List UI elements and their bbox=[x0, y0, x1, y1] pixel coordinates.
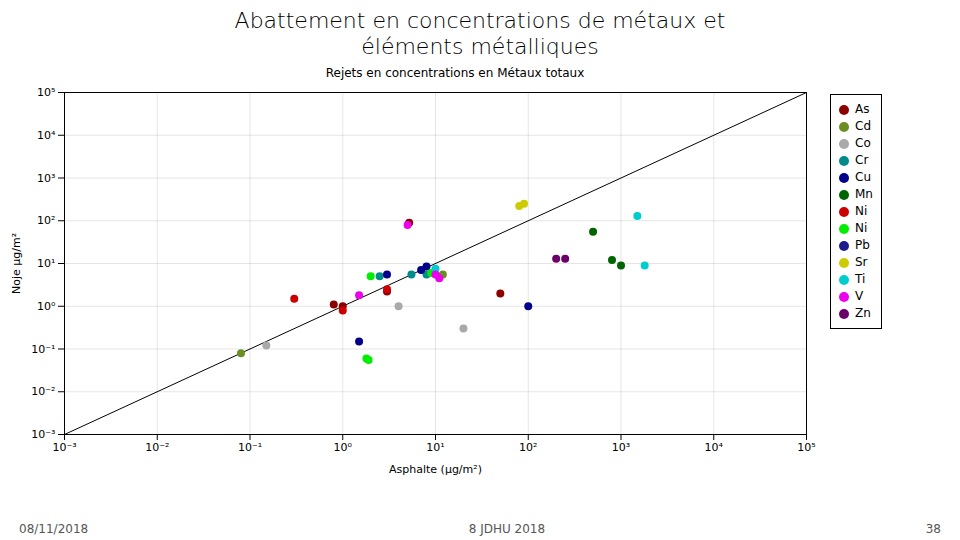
html-text:08/11/2018: 08/11/2018 bbox=[19, 522, 89, 536]
svg-text:10⁻¹: 10⁻¹ bbox=[238, 441, 262, 454]
html-text:Co: Co bbox=[855, 136, 871, 150]
svg-text:10²: 10² bbox=[519, 441, 537, 454]
html-text:38: 38 bbox=[925, 522, 941, 536]
svg-text:10⁻³: 10⁻³ bbox=[31, 428, 55, 441]
html-text:éléments métalliques: éléments métalliques bbox=[361, 34, 599, 59]
html-text:Cu: Cu bbox=[855, 170, 871, 184]
html-text:8 JDHU 2018: 8 JDHU 2018 bbox=[468, 522, 546, 536]
svg-text:10⁰: 10⁰ bbox=[334, 441, 353, 454]
html-text:Pb: Pb bbox=[855, 238, 870, 252]
svg-text:10⁴: 10⁴ bbox=[37, 129, 56, 142]
html-text:Cr: Cr bbox=[855, 153, 869, 167]
svg-text:10⁵: 10⁵ bbox=[37, 86, 55, 99]
svg-text:10⁴: 10⁴ bbox=[705, 441, 724, 454]
svg-text:10¹: 10¹ bbox=[426, 441, 444, 454]
svg-text:10³: 10³ bbox=[612, 441, 630, 454]
html-text:As: As bbox=[855, 102, 870, 116]
svg-text:10⁻²: 10⁻² bbox=[145, 441, 169, 454]
svg-text:10²: 10² bbox=[37, 214, 55, 227]
svg-text:10¹: 10¹ bbox=[37, 257, 55, 270]
html-text:Mn: Mn bbox=[855, 187, 873, 201]
html-text:Zn: Zn bbox=[855, 306, 871, 320]
html-text:Sr: Sr bbox=[855, 255, 868, 269]
html-text:Ni: Ni bbox=[855, 221, 868, 235]
svg-text:10⁻³: 10⁻³ bbox=[52, 441, 76, 454]
html-text:Ni: Ni bbox=[855, 204, 868, 218]
svg-text:10⁰: 10⁰ bbox=[37, 300, 56, 313]
html-text:Ti: Ti bbox=[855, 272, 866, 286]
svg-text:10⁻²: 10⁻² bbox=[31, 385, 55, 398]
html-text:Cd: Cd bbox=[855, 119, 871, 133]
svg-text:Asphalte (µg/m²): Asphalte (µg/m²) bbox=[389, 463, 482, 476]
html-text:V: V bbox=[855, 289, 864, 303]
svg-text:10³: 10³ bbox=[37, 172, 55, 185]
html-text:Abattement en concentrations d: Abattement en concentrations de métaux e… bbox=[234, 8, 726, 33]
svg-text:10⁻¹: 10⁻¹ bbox=[31, 343, 55, 356]
svg-text:10⁵: 10⁵ bbox=[797, 441, 815, 454]
svg-text:Noje µg/m²: Noje µg/m² bbox=[10, 233, 23, 294]
html-text:Rejets en concentrations en Mé: Rejets en concentrations en Métaux totau… bbox=[325, 66, 585, 80]
